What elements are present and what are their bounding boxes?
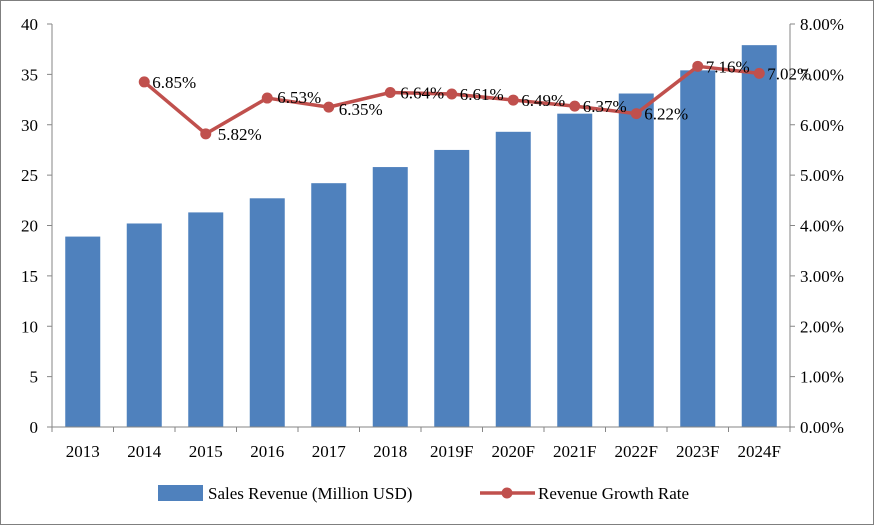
x-tick-label: 2015 xyxy=(189,442,223,461)
growth-data-label: 6.64% xyxy=(400,84,444,103)
x-tick-label: 2023F xyxy=(676,442,719,461)
growth-data-label: 6.35% xyxy=(339,100,383,119)
bar-2021f xyxy=(557,113,593,427)
growth-point-2018 xyxy=(384,87,396,99)
x-tick-label: 2018 xyxy=(373,442,407,461)
x-tick-label: 2021F xyxy=(553,442,596,461)
x-tick-label: 2020F xyxy=(492,442,535,461)
growth-data-label: 6.53% xyxy=(277,88,321,107)
legend-marker-growth-rate xyxy=(501,487,513,499)
growth-data-label: 7.16% xyxy=(706,57,750,76)
bar-2020f xyxy=(495,131,531,428)
growth-point-2024f xyxy=(753,67,765,79)
right-tick-label: 3.00% xyxy=(800,267,844,286)
growth-data-label: 6.37% xyxy=(583,97,627,116)
bar-2017 xyxy=(311,183,347,427)
bar-2018 xyxy=(372,167,408,427)
left-tick-label: 10 xyxy=(21,317,38,336)
growth-data-label: 6.61% xyxy=(460,85,504,104)
left-tick-label: 35 xyxy=(21,65,38,84)
growth-point-2023f xyxy=(692,60,704,72)
right-tick-label: 6.00% xyxy=(800,116,844,135)
x-tick-label: 2017 xyxy=(312,442,347,461)
bar-2015 xyxy=(188,212,224,427)
left-tick-label: 30 xyxy=(21,116,38,135)
right-tick-label: 8.00% xyxy=(800,15,844,34)
legend-label-growth-rate: Revenue Growth Rate xyxy=(538,484,689,503)
left-tick-label: 20 xyxy=(21,217,38,236)
growth-data-label: 6.22% xyxy=(644,105,688,124)
growth-data-label: 7.02% xyxy=(767,64,811,83)
bar-2016 xyxy=(249,198,285,427)
growth-point-2019f xyxy=(446,88,458,100)
bar-2013 xyxy=(65,236,101,427)
growth-point-2016 xyxy=(261,92,273,104)
x-tick-label: 2013 xyxy=(66,442,100,461)
x-tick-label: 2024F xyxy=(738,442,781,461)
legend-label-sales-revenue: Sales Revenue (Million USD) xyxy=(208,484,412,503)
legend-swatch-sales-revenue xyxy=(158,485,203,501)
growth-point-2021f xyxy=(569,100,581,112)
bar-2022f xyxy=(618,93,654,427)
left-tick-label: 15 xyxy=(21,267,38,286)
growth-data-label: 5.82% xyxy=(218,125,262,144)
growth-point-2017 xyxy=(323,101,335,113)
left-tick-label: 0 xyxy=(30,418,39,437)
growth-point-2022f xyxy=(630,108,642,120)
x-tick-label: 2019F xyxy=(430,442,473,461)
growth-point-2015 xyxy=(200,128,212,140)
right-tick-label: 4.00% xyxy=(800,217,844,236)
left-tick-label: 40 xyxy=(21,15,38,34)
x-tick-label: 2014 xyxy=(127,442,162,461)
right-tick-label: 5.00% xyxy=(800,166,844,185)
left-tick-label: 25 xyxy=(21,166,38,185)
bar-2019f xyxy=(434,149,470,427)
bar-2023f xyxy=(680,70,716,427)
right-tick-label: 1.00% xyxy=(800,368,844,387)
right-tick-label: 0.00% xyxy=(800,418,844,437)
bar-2024f xyxy=(741,45,777,427)
growth-data-label: 6.85% xyxy=(152,73,196,92)
left-tick-label: 5 xyxy=(30,368,39,387)
x-tick-label: 2016 xyxy=(250,442,284,461)
right-tick-label: 7.00% xyxy=(800,65,844,84)
growth-rate-line xyxy=(143,64,760,136)
growth-point-2014 xyxy=(138,76,150,88)
growth-data-label: 6.49% xyxy=(521,91,565,110)
x-tick-label: 2022F xyxy=(615,442,658,461)
right-tick-label: 2.00% xyxy=(800,317,844,336)
bar-2014 xyxy=(126,223,162,427)
growth-point-2020f xyxy=(507,94,519,106)
